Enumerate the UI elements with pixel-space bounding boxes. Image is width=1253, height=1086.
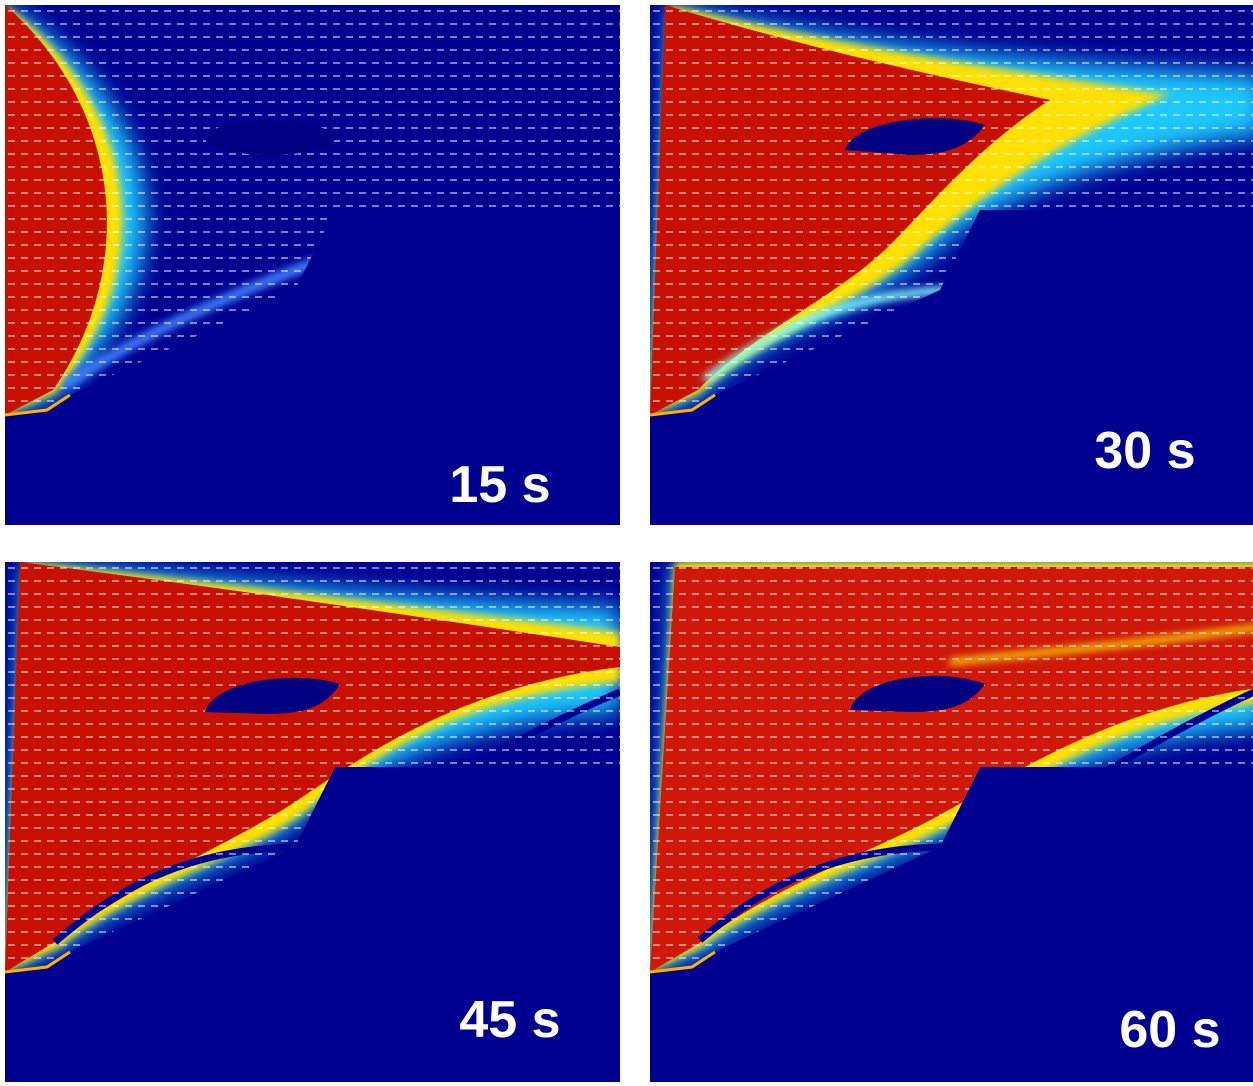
time-label: 60 s xyxy=(1119,1001,1220,1059)
panel: 45 s xyxy=(5,562,620,1082)
time-label: 45 s xyxy=(459,991,560,1049)
panel: 60 s xyxy=(650,562,1253,1082)
figure: 15 s 30 s 45 s xyxy=(0,0,1253,1086)
panel: 30 s xyxy=(650,5,1253,525)
time-label: 15 s xyxy=(449,456,550,514)
panel: 15 s xyxy=(5,5,620,525)
time-label: 30 s xyxy=(1094,422,1195,480)
